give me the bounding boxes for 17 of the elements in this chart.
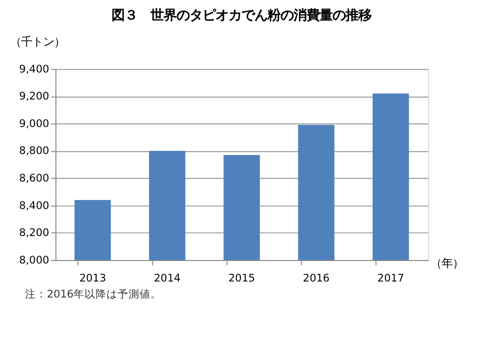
y-tick-label: 9,200: [19, 90, 50, 103]
x-tick-label: 2016: [302, 272, 330, 285]
chart-title: 図３ 世界のタピオカでん粉の消費量の推移: [112, 8, 372, 24]
y-tick-label: 8,400: [19, 200, 50, 212]
y-tick-label: 8,200: [19, 227, 50, 240]
x-tick-label: 2014: [154, 272, 181, 285]
x-tick-label: 2017: [377, 272, 404, 285]
y-tick-label: 9,000: [19, 118, 50, 130]
text: 注：2016年以降は予測値。: [24, 287, 162, 300]
y-tick-label: 8,600: [19, 172, 50, 185]
x-tick-label: 2015: [228, 272, 256, 285]
x-axis-title: （年）: [430, 256, 464, 270]
y-axis-title: （千トン）: [10, 34, 66, 49]
y-tick-label: 8,800: [19, 145, 50, 158]
x-tick-label: 2013: [79, 272, 106, 285]
y-tick-label: 9,400: [19, 63, 50, 76]
y-tick-label: 8,000: [19, 254, 50, 266]
